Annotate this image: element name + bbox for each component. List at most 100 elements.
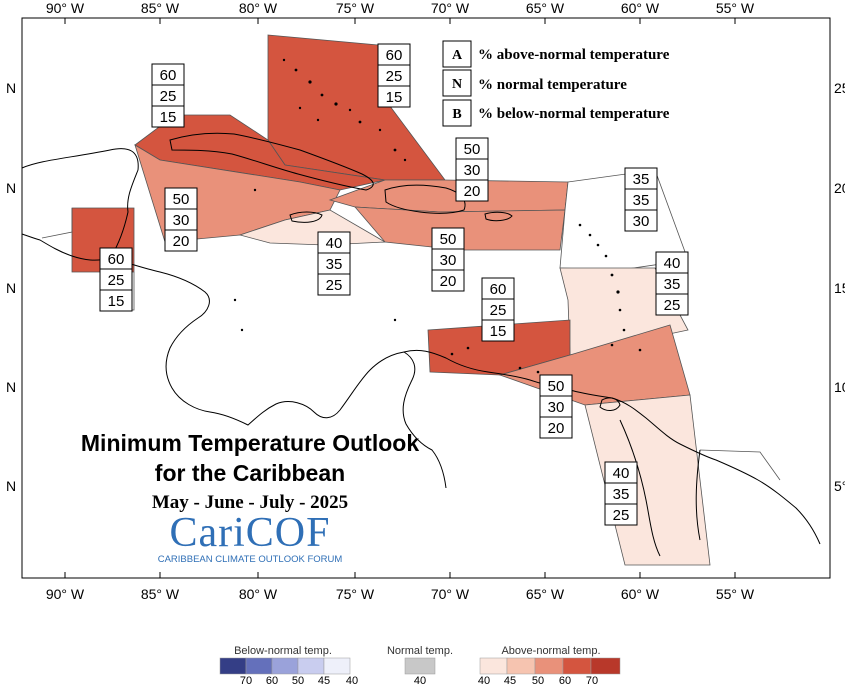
lon-label: 80° W — [239, 586, 278, 602]
lat-label: 25° — [834, 80, 845, 96]
colorbar-tick: 45 — [504, 675, 516, 684]
prob-box-cell — [164, 229, 198, 252]
region-outline-venezuela-coast — [699, 449, 781, 481]
prob-box-guianas: 40 35 25 — [604, 461, 638, 526]
map-title-line2: for the Caribbean — [154, 460, 346, 486]
prob-value: 30 — [440, 252, 457, 269]
prob-value: 35 — [613, 486, 630, 503]
lon-label: 65° W — [526, 586, 565, 602]
prob-box-cell — [624, 209, 658, 232]
prob-value: 30 — [464, 162, 481, 179]
prob-box-abc-islands: 60 25 15 — [481, 277, 515, 342]
prob-value: 20 — [548, 420, 565, 437]
lon-labels-top: 90° W 85° W 80° W 75° W 70° W 65° W 60° … — [46, 0, 755, 16]
lat-label: 15° — [834, 280, 845, 296]
lon-label: 70° W — [431, 0, 470, 16]
region-outline-mexico — [41, 208, 73, 239]
prob-box-windwards: 40 35 25 — [655, 251, 689, 316]
lon-label: 55° W — [716, 586, 755, 602]
prob-value: 50 — [173, 191, 190, 208]
prob-value: 60 — [108, 251, 125, 268]
prob-value: 30 — [173, 212, 190, 229]
prob-box-cell — [377, 85, 411, 108]
prob-box-cell — [655, 293, 689, 316]
abn-legend-text: % above-normal temperature — [478, 47, 670, 63]
colorbar-swatch-normal-40 — [404, 657, 436, 675]
prob-box-cayman-jamaica: 50 30 20 — [164, 187, 198, 252]
prob-box-bahamas: 60 25 15 — [377, 43, 411, 108]
lat-label: N — [6, 180, 16, 196]
prob-box-cell — [151, 105, 185, 128]
prob-value: 25 — [160, 88, 177, 105]
prob-value: 40 — [664, 255, 681, 272]
lat-label: 5° — [834, 478, 845, 494]
lon-label: 65° W — [526, 0, 565, 16]
lon-label: 90° W — [46, 586, 85, 602]
colorbar-tick: 45 — [318, 675, 330, 684]
colorbar-tick: 60 — [559, 675, 571, 684]
prob-value: 50 — [464, 141, 481, 158]
colorbar-swatch-below-70 — [219, 657, 247, 675]
colorbar-below-label: Below-normal temp. — [234, 645, 332, 657]
prob-value: 20 — [440, 273, 457, 290]
prob-box-cell — [431, 269, 465, 292]
colorbar-tick: 40 — [478, 675, 490, 684]
lat-label: N — [6, 478, 16, 494]
prob-box-jamaica-south: 40 35 25 — [317, 231, 351, 296]
prob-value: 20 — [464, 183, 481, 200]
abn-legend-item-below: B % below-normal temperature — [442, 99, 670, 127]
prob-value: 50 — [548, 378, 565, 395]
caricof-logo: CariCOF CARIBBEAN CLIMATE OUTLOOK FORUM — [150, 512, 350, 566]
prob-value: 15 — [386, 89, 403, 106]
abn-legend-item-above: A % above-normal temperature — [442, 40, 670, 68]
prob-value: 35 — [664, 276, 681, 293]
prob-box-cell — [99, 289, 133, 312]
lon-label: 90° W — [46, 0, 85, 16]
colorbar-normal-label: Normal temp. — [387, 645, 453, 657]
abn-legend-text: % normal temperature — [478, 77, 627, 93]
prob-box-cell — [317, 273, 351, 296]
abn-legend-item-normal: N % normal temperature — [442, 69, 627, 97]
prob-value: 25 — [108, 272, 125, 289]
colorbar-tick: 40 — [414, 675, 426, 684]
prob-value: 25 — [326, 277, 343, 294]
prob-box-cuba: 60 25 15 — [151, 63, 185, 128]
logo-subtitle: CARIBBEAN CLIMATE OUTLOOK FORUM — [157, 554, 343, 565]
lon-label: 55° W — [716, 0, 755, 16]
prob-value: 25 — [664, 297, 681, 314]
lon-label: 75° W — [336, 0, 375, 16]
colorbar-swatch-below-40 — [323, 657, 351, 675]
prob-value: 50 — [440, 231, 457, 248]
prob-value: 15 — [160, 109, 177, 126]
lat-label: N — [6, 80, 16, 96]
colorbar-swatch-below-50 — [271, 657, 299, 675]
colorbar-swatch-above-60 — [562, 657, 592, 675]
lon-label: 60° W — [621, 0, 660, 16]
lon-label: 80° W — [239, 0, 278, 16]
colorbar-swatch-above-40 — [479, 657, 508, 675]
prob-value: 35 — [633, 171, 650, 188]
colorbar-tick: 40 — [346, 675, 358, 684]
prob-value: 60 — [160, 67, 177, 84]
colorbar-above-label: Above-normal temp. — [501, 645, 600, 657]
lat-label: N — [6, 280, 16, 296]
lon-label: 70° W — [431, 586, 470, 602]
prob-box-cell — [604, 503, 638, 526]
lat-labels-left: N N N N N — [6, 80, 16, 494]
colorbar-swatch-above-50 — [534, 657, 564, 675]
abn-legend-text: % below-normal temperature — [478, 106, 670, 122]
abn-legend-letter: A — [452, 48, 463, 63]
lat-label: 10° — [834, 379, 845, 395]
lon-label: 60° W — [621, 586, 660, 602]
coastlines — [21, 132, 821, 557]
logo-wordmark: CariCOF — [169, 510, 331, 556]
abn-legend-letter: N — [452, 77, 462, 92]
prob-value: 30 — [548, 399, 565, 416]
colorbar-tick: 50 — [292, 675, 304, 684]
lon-label: 85° W — [141, 586, 180, 602]
prob-value: 60 — [386, 47, 403, 64]
prob-box-northern-leewards: 35 35 30 — [624, 167, 658, 232]
prob-value: 25 — [613, 507, 630, 524]
prob-box-belize: 60 25 15 — [99, 247, 133, 312]
map-period: May - June - July - 2025 — [151, 492, 349, 513]
